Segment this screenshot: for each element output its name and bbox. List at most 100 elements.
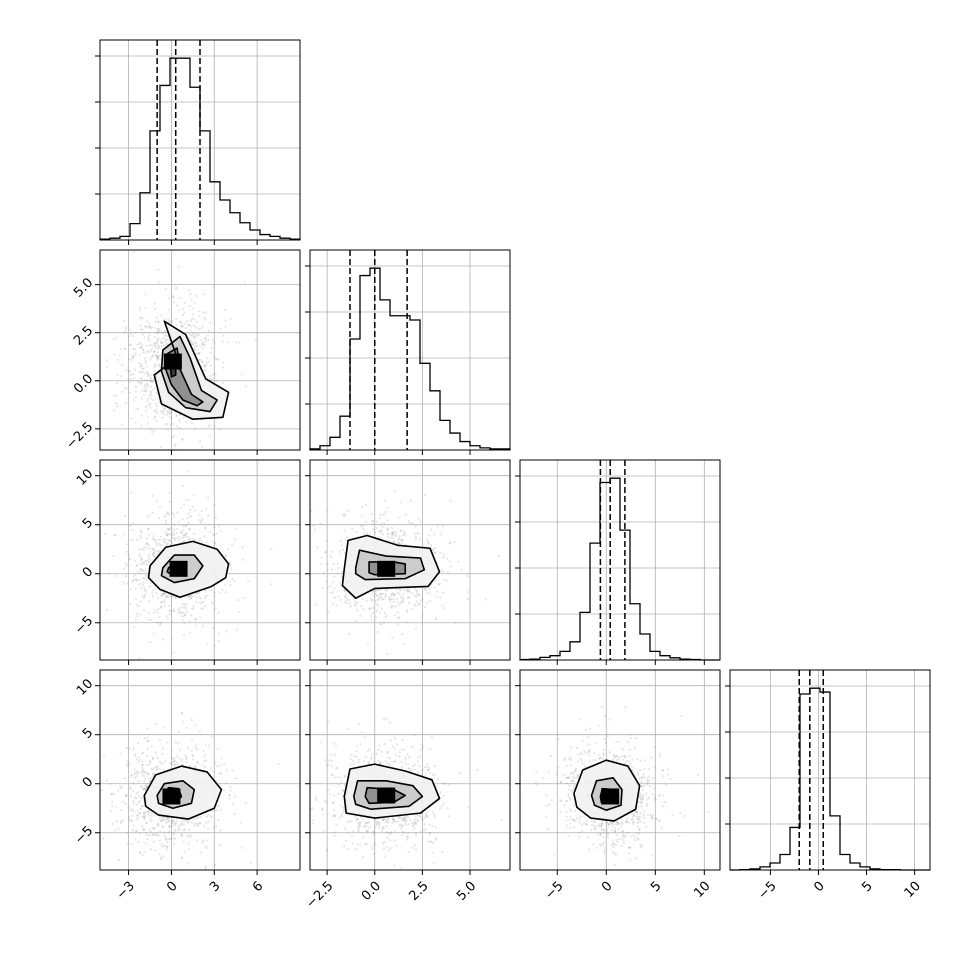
scatter-point xyxy=(199,358,202,361)
scatter-point xyxy=(189,328,192,331)
scatter-point xyxy=(190,324,193,328)
scatter-point xyxy=(206,334,209,337)
scatter-point xyxy=(333,741,336,744)
scatter-point xyxy=(201,764,204,767)
scatter-point xyxy=(143,815,146,819)
panel-content xyxy=(310,670,510,870)
scatter-point xyxy=(413,763,417,766)
scatter-point xyxy=(151,380,155,383)
scatter-point xyxy=(141,752,144,755)
scatter-point xyxy=(149,848,153,851)
scatter-point xyxy=(132,782,135,785)
scatter-point xyxy=(157,327,160,330)
scatter-point xyxy=(426,768,429,771)
scatter-point xyxy=(140,397,143,400)
scatter-point xyxy=(211,809,214,812)
scatter-point xyxy=(165,845,168,848)
scatter-point xyxy=(185,726,188,729)
scatter-point xyxy=(154,540,157,543)
scatter-point xyxy=(138,552,142,556)
scatter-point xyxy=(192,335,195,338)
scatter-point xyxy=(383,742,386,745)
scatter-point xyxy=(352,759,355,762)
scatter-point xyxy=(143,816,146,819)
scatter-point xyxy=(161,638,165,641)
scatter-point xyxy=(197,352,200,355)
scatter-point xyxy=(166,543,169,546)
scatter-point xyxy=(399,602,402,605)
scatter-point xyxy=(380,750,383,753)
scatter-point xyxy=(207,329,210,332)
scatter-point xyxy=(349,757,352,761)
scatter-point xyxy=(182,634,185,637)
scatter-point xyxy=(152,833,155,836)
scatter-point xyxy=(168,826,171,829)
scatter-point xyxy=(434,546,437,550)
scatter-point xyxy=(169,423,172,426)
scatter-point xyxy=(567,792,570,796)
scatter-point xyxy=(204,845,207,848)
scatter-point xyxy=(378,823,381,826)
scatter-point xyxy=(215,379,218,382)
scatter-point xyxy=(413,768,416,771)
scatter-point xyxy=(184,322,187,325)
scatter-point xyxy=(146,400,149,403)
panel-content xyxy=(100,250,300,450)
scatter-point xyxy=(153,307,157,310)
scatter-point xyxy=(375,822,378,825)
scatter-point xyxy=(340,543,344,546)
scatter-point xyxy=(378,530,381,533)
scatter-point xyxy=(375,823,378,827)
scatter-point xyxy=(375,603,379,606)
scatter-point xyxy=(448,815,451,818)
scatter-point xyxy=(160,605,163,609)
scatter-point xyxy=(394,820,397,824)
scatter-point xyxy=(181,313,185,317)
scatter-point xyxy=(143,586,146,590)
scatter-point xyxy=(216,358,219,361)
scatter-point xyxy=(428,823,431,826)
scatter-point xyxy=(270,548,273,551)
panel-content xyxy=(100,460,300,660)
scatter-point xyxy=(157,517,161,520)
scatter-point xyxy=(217,818,220,821)
scatter-point xyxy=(119,752,122,755)
scatter-point xyxy=(147,739,150,743)
scatter-point xyxy=(229,318,232,321)
scatter-point xyxy=(624,756,627,759)
scatter-point xyxy=(414,848,418,851)
scatter-point xyxy=(633,814,636,818)
scatter-point xyxy=(166,528,170,531)
scatter-point xyxy=(434,837,437,840)
scatter-point xyxy=(168,415,171,418)
scatter-point xyxy=(344,774,347,777)
scatter-point xyxy=(111,805,114,808)
scatter-point xyxy=(400,595,404,598)
scatter-point xyxy=(151,553,155,556)
scatter-point xyxy=(173,537,176,540)
axes-frame xyxy=(729,669,931,871)
scatter-point xyxy=(106,359,109,362)
scatter-point xyxy=(231,769,234,772)
scatter-point xyxy=(339,777,342,780)
scatter-point xyxy=(159,543,162,547)
scatter-point xyxy=(386,752,389,755)
scatter-point xyxy=(141,768,145,772)
scatter-point xyxy=(191,505,194,508)
scatter-point xyxy=(389,847,392,850)
scatter-point xyxy=(139,376,142,380)
scatter-point xyxy=(159,622,162,625)
scatter-point xyxy=(151,494,154,497)
scatter-point xyxy=(421,744,424,747)
scatter-point xyxy=(200,607,203,610)
scatter-point xyxy=(348,598,351,602)
scatter-point xyxy=(381,513,384,517)
scatter-point xyxy=(144,784,147,787)
scatter-point xyxy=(146,372,150,375)
scatter-point xyxy=(315,603,318,606)
scatter-point xyxy=(138,657,141,660)
scatter-point xyxy=(149,390,152,393)
scatter-point xyxy=(399,824,402,827)
scatter-point xyxy=(198,822,202,825)
scatter-point xyxy=(189,334,193,337)
